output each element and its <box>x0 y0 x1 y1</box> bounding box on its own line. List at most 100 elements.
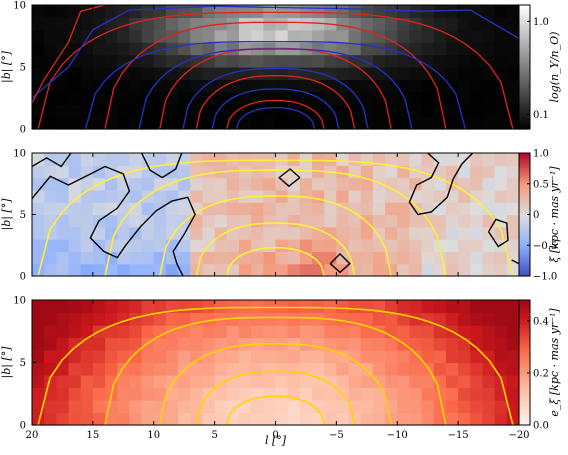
heatmap-cell <box>44 412 57 426</box>
heatmap-cell <box>129 350 143 364</box>
heatmap-cell <box>275 67 289 80</box>
colorbar-step <box>519 69 530 72</box>
heatmap-cell <box>80 239 94 252</box>
colorbar-step <box>519 381 530 384</box>
colorbar-step <box>519 189 530 193</box>
heatmap-cell <box>117 104 131 118</box>
heatmap-cell <box>360 153 374 166</box>
heatmap-cell <box>397 5 411 18</box>
colorbar-step <box>519 89 530 93</box>
heatmap-cell <box>251 17 264 31</box>
heatmap-cell <box>482 104 496 118</box>
heatmap-cell <box>348 300 362 314</box>
colorbar-step <box>519 269 530 273</box>
heatmap-cell <box>470 400 484 414</box>
heatmap-cell <box>458 67 471 80</box>
heatmap-cell <box>238 91 252 105</box>
heatmap-cell <box>482 153 496 166</box>
heatmap-cell <box>287 54 301 68</box>
heatmap-cell <box>397 214 411 228</box>
heatmap-cell <box>165 412 179 426</box>
heatmap-cell <box>141 29 155 43</box>
heatmap-cell <box>433 29 447 43</box>
colorbar-step <box>519 118 530 122</box>
heatmap-cell <box>360 214 374 228</box>
colorbar-step <box>519 214 530 218</box>
heatmap-cell <box>275 214 289 228</box>
x-tick-label: −20 <box>508 430 529 441</box>
heatmap-cell <box>482 412 496 426</box>
heatmap-cell <box>433 312 447 326</box>
heatmap-cell <box>458 29 471 43</box>
heatmap-cell <box>238 412 252 426</box>
y-tick-label: 10 <box>13 1 26 12</box>
heatmap-cell <box>68 400 82 414</box>
heatmap-cell <box>214 350 228 364</box>
heatmap-cell <box>287 5 301 18</box>
heatmap-cell <box>445 116 459 130</box>
heatmap-cell <box>129 300 143 314</box>
colorbar-step <box>519 387 530 391</box>
heatmap-cell <box>360 29 374 43</box>
heatmap-cell <box>32 337 45 351</box>
heatmap-cell <box>226 202 240 216</box>
heatmap-cell <box>312 54 325 68</box>
colorbar-step <box>519 418 530 422</box>
heatmap-cell <box>238 79 252 93</box>
colorbar-step <box>519 389 530 393</box>
colorbar-step <box>519 345 530 349</box>
heatmap-cell <box>482 5 496 18</box>
heatmap-cell <box>105 79 118 93</box>
heatmap-cell <box>214 362 228 376</box>
colorbar-step <box>519 333 530 337</box>
colorbar-step <box>519 364 530 368</box>
heatmap-cell <box>165 263 179 277</box>
heatmap-cell <box>409 251 423 265</box>
heatmap-cell <box>421 412 435 426</box>
colorbar-step <box>519 412 530 416</box>
heatmap-cell <box>506 79 520 93</box>
colorbar-step <box>519 370 530 374</box>
blue-contour <box>235 106 316 130</box>
colorbar-tick-label: 0.2 <box>533 368 549 379</box>
heatmap-cell <box>178 165 191 179</box>
heatmap-cell <box>409 350 423 364</box>
heatmap-cell <box>32 362 45 376</box>
heatmap-cell <box>44 214 57 228</box>
heatmap-cell <box>287 325 301 339</box>
heatmap-cell <box>482 337 496 351</box>
heatmap-cell <box>238 177 252 191</box>
colorbar-step <box>519 19 530 23</box>
heatmap-cell <box>226 91 240 105</box>
heatmap-cell <box>433 362 447 376</box>
heatmap-cell <box>190 42 204 56</box>
heatmap-cell <box>482 312 496 326</box>
heatmap-cell <box>372 375 386 389</box>
heatmap-cell <box>129 79 143 93</box>
heatmap-cell <box>56 362 70 376</box>
heatmap-cell <box>299 239 313 252</box>
x-tick-label: −10 <box>387 430 408 441</box>
heatmap-cell <box>470 202 484 216</box>
colorbar-step <box>519 91 530 95</box>
heatmap-cell <box>470 177 484 191</box>
heatmap-cell <box>92 337 106 351</box>
heatmap-cell <box>190 375 204 389</box>
heatmap-cell <box>92 42 106 56</box>
heatmap-cell <box>470 189 484 203</box>
heatmap-cell <box>202 17 216 31</box>
heatmap-cell <box>226 42 240 56</box>
heatmap-cell <box>92 54 106 68</box>
heatmap-cell <box>470 325 484 339</box>
heatmap-cell <box>56 239 70 252</box>
heatmap-cell <box>165 350 179 364</box>
heatmap-cell <box>470 54 484 68</box>
heatmap-cell <box>275 263 289 277</box>
colorbar-step <box>519 420 530 424</box>
heatmap-cell <box>397 300 411 314</box>
heatmap-cell <box>360 189 374 203</box>
x-axis-label: l [°] <box>265 434 287 447</box>
y-tick-label: 10 <box>13 149 26 160</box>
heatmap-cell <box>214 29 228 43</box>
heatmap-cell <box>178 300 191 314</box>
